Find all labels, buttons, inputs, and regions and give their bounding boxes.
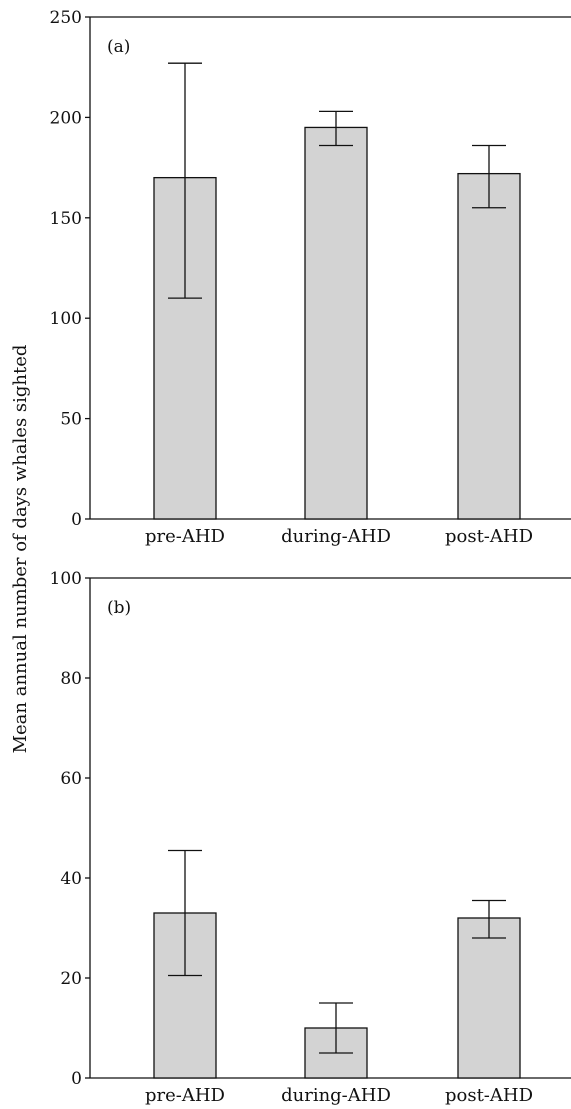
y-tick-label: 100 [50, 309, 82, 329]
y-tick-label: 0 [71, 1069, 82, 1089]
panel-label: (a) [107, 37, 130, 57]
y-axis-label: Mean annual number of days whales sighte… [10, 345, 31, 754]
x-tick-label: post-AHD [445, 1085, 533, 1106]
y-tick-label: 20 [60, 969, 82, 989]
y-tick-label: 40 [60, 869, 82, 889]
panel-b: 0 20 40 60 80 100 (b) pre-AHD during-AHD post-AHD [50, 569, 571, 1106]
x-tick-label: during-AHD [281, 1085, 391, 1106]
bar [457, 172, 521, 520]
y-tick-label: 50 [60, 410, 82, 430]
y-tick-label: 250 [50, 8, 82, 28]
x-tick-label: post-AHD [445, 526, 533, 547]
bar [457, 917, 521, 1079]
y-tick-label: 100 [50, 569, 82, 589]
x-tick-label: during-AHD [281, 526, 391, 547]
y-tick-label: 200 [50, 108, 82, 128]
x-tick-label: pre-AHD [145, 1085, 225, 1106]
bar [304, 126, 368, 520]
y-tick-label: 60 [60, 769, 82, 789]
y-tick-label: 0 [71, 510, 82, 530]
panel-label: (b) [107, 598, 131, 618]
y-tick-label: 80 [60, 669, 82, 689]
panel-a: 0 50 100 150 200 250 (a) pre-AHD during-AHD post-… [50, 8, 571, 547]
y-tick-label: 150 [50, 209, 82, 229]
x-tick-label: pre-AHD [145, 526, 225, 547]
